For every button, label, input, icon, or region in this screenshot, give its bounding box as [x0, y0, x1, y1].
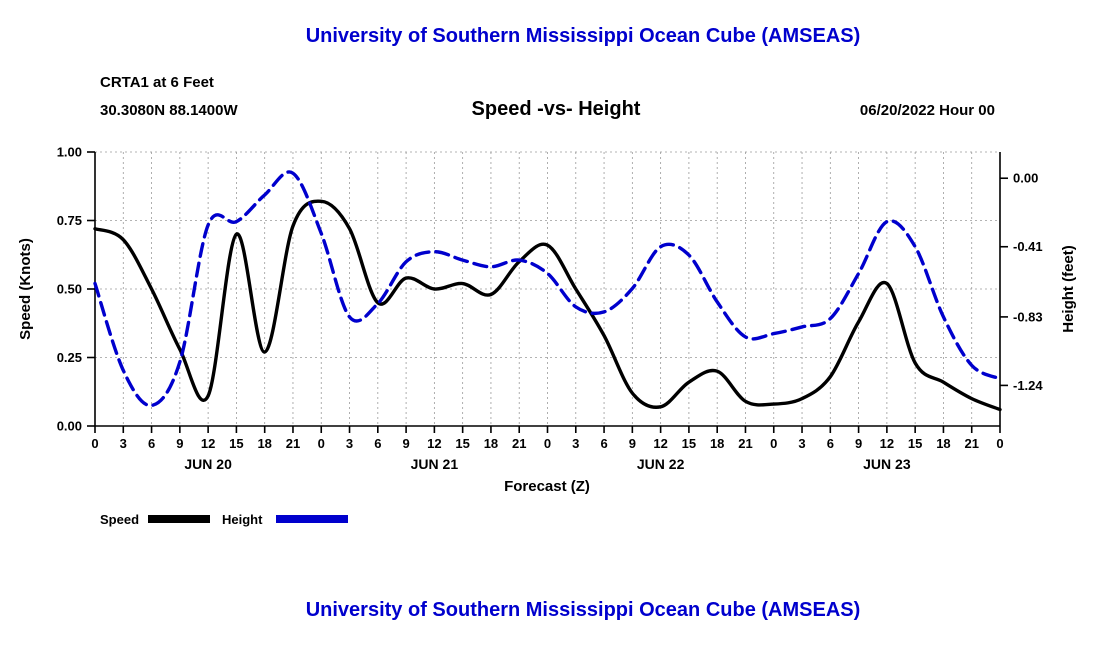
- y-tick-label-left: 0.50: [57, 282, 82, 297]
- x-tick-label: 3: [798, 436, 805, 451]
- x-tick-label: 21: [512, 436, 526, 451]
- x-tick-label: 12: [427, 436, 441, 451]
- x-tick-label: 0: [544, 436, 551, 451]
- y-tick-label-left: 0.00: [57, 419, 82, 434]
- y-tick-label-left: 0.75: [57, 213, 82, 228]
- y-tick-label-right: -0.41: [1013, 239, 1043, 254]
- day-label: JUN 21: [411, 456, 459, 472]
- x-tick-label: 6: [827, 436, 834, 451]
- y-tick-label-left: 1.00: [57, 145, 82, 160]
- x-tick-label: 0: [996, 436, 1003, 451]
- height-line: [93, 170, 1002, 408]
- x-tick-label: 12: [201, 436, 215, 451]
- x-tick-label: 18: [257, 436, 271, 451]
- station-label: CRTA1 at 6 Feet: [100, 74, 214, 91]
- y-tick-label-right: 0.00: [1013, 171, 1038, 186]
- x-tick-label: 18: [936, 436, 950, 451]
- x-tick-label: 0: [91, 436, 98, 451]
- y-axis-label-right: Height (feet): [1060, 245, 1077, 333]
- x-tick-label: 6: [600, 436, 607, 451]
- legend-speed-label: Speed: [100, 512, 139, 527]
- x-tick-label: 0: [318, 436, 325, 451]
- plot-area: 0.00 0.25 0.50 0.75 1.00 0.00 -0.41 -0.83 -1.24 0…: [57, 145, 1044, 473]
- day-label: JUN 23: [863, 456, 911, 472]
- x-tick-label: 12: [653, 436, 667, 451]
- x-axis-label: Forecast (Z): [504, 478, 590, 495]
- y-axis-label-left: Speed (Knots): [17, 238, 34, 340]
- chart-title: University of Southern Mississippi Ocean…: [306, 25, 861, 47]
- day-label: JUN 22: [637, 456, 685, 472]
- x-tick-label: 21: [964, 436, 978, 451]
- x-tick-label: 15: [229, 436, 243, 451]
- x-tick-label: 12: [880, 436, 894, 451]
- x-tick-label: 3: [120, 436, 127, 451]
- x-tick-label: 15: [455, 436, 469, 451]
- x-tick-label: 3: [572, 436, 579, 451]
- x-tick-label: 9: [402, 436, 409, 451]
- speed-line: [93, 199, 1002, 412]
- x-tick-label: 21: [286, 436, 300, 451]
- x-tick-label: 15: [908, 436, 922, 451]
- legend: Speed Height: [100, 512, 348, 527]
- y-tick-label-right: -0.83: [1013, 309, 1043, 324]
- x-tick-label: 21: [738, 436, 752, 451]
- y-tick-label-left: 0.25: [57, 350, 82, 365]
- x-tick-label: 15: [682, 436, 696, 451]
- chart-subtitle: Speed -vs- Height: [472, 98, 641, 120]
- x-tick-label: 0: [770, 436, 777, 451]
- x-tick-label: 18: [710, 436, 724, 451]
- x-tick-label: 9: [176, 436, 183, 451]
- forecast-chart: University of Southern Mississippi Ocean…: [17, 25, 1077, 527]
- x-tick-label: 6: [148, 436, 155, 451]
- x-tick-label: 9: [629, 436, 636, 451]
- coords-label: 30.3080N 88.1400W: [100, 102, 238, 119]
- run-date-label: 06/20/2022 Hour 00: [860, 102, 995, 119]
- x-tick-label: 9: [855, 436, 862, 451]
- day-label: JUN 20: [184, 456, 232, 472]
- x-tick-label: 3: [346, 436, 353, 451]
- second-chart-title: University of Southern Mississippi Ocean…: [305, 599, 861, 621]
- x-tick-label: 6: [374, 436, 381, 451]
- legend-height-label: Height: [222, 512, 263, 527]
- y-tick-label-right: -1.24: [1013, 378, 1043, 393]
- x-tick-label: 18: [484, 436, 498, 451]
